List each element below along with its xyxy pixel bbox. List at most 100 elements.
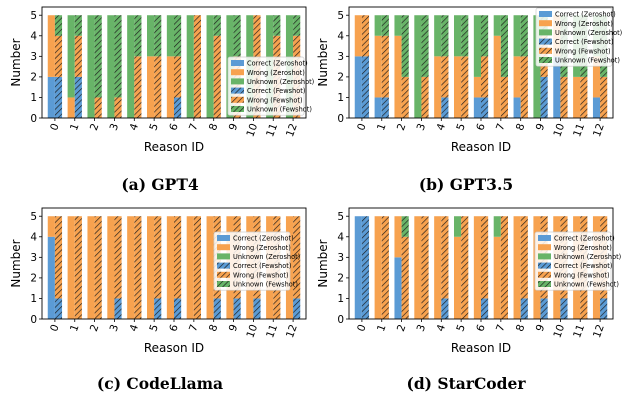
- bar-codellama-3-wrong-zeroshot: [107, 216, 115, 319]
- legend-swatch-wrong-fewshot: [231, 96, 244, 103]
- x-tick-label: 5: [454, 323, 468, 333]
- legend-swatch-wrong-zeroshot: [231, 69, 244, 76]
- bar-gpt4-9-unknown-fewshot: [233, 15, 241, 57]
- axes-frame: [41, 207, 307, 320]
- bar-codellama-7-wrong-fewshot: [193, 216, 201, 319]
- bar-starcoder-2-correct-zeroshot: [394, 257, 402, 319]
- x-tick-label: 0: [48, 323, 62, 333]
- bar-codellama-12-correct-fewshot: [293, 298, 301, 319]
- bar-starcoder-1-wrong-fewshot: [381, 216, 389, 319]
- x-tick-label: 11: [264, 323, 280, 340]
- bar-gpt35-12-wrong-zeroshot: [592, 56, 601, 98]
- bar-gpt35-5-unknown-fewshot: [461, 15, 469, 57]
- y-tick-label: 1: [337, 293, 344, 305]
- legend-swatch-unknown-fewshot: [539, 57, 552, 63]
- x-tick-label: 9: [534, 122, 548, 132]
- x-tick-label: 0: [48, 122, 62, 132]
- bar-gpt35-5-wrong-zeroshot: [454, 56, 462, 118]
- axes-frame: [41, 6, 307, 119]
- bar-gpt35-12-correct-zeroshot: [592, 97, 601, 118]
- bar-gpt4-6-wrong-fewshot: [174, 56, 182, 98]
- x-tick-label: 2: [395, 323, 409, 333]
- bar-gpt35-10-correct-zeroshot: [553, 56, 561, 118]
- bar-gpt35-1-wrong-zeroshot: [374, 35, 382, 98]
- bar-gpt35-0-correct-zeroshot: [354, 56, 362, 118]
- x-tick-label: 11: [264, 122, 280, 139]
- bar-gpt35-11-wrong-fewshot: [580, 76, 588, 118]
- bar-starcoder-0-correct-zeroshot: [354, 216, 362, 319]
- bar-gpt35-6-wrong-fewshot: [481, 56, 489, 98]
- bar-codellama-4-wrong-fewshot: [134, 216, 142, 319]
- legend-label: Wrong (Zeroshot): [555, 20, 613, 28]
- legend-label: Wrong (Fewshot): [233, 271, 289, 279]
- bar-gpt35-11-wrong-zeroshot: [573, 76, 581, 118]
- legend-label: Unknown (Zeroshot): [247, 78, 314, 86]
- bar-gpt4-4-unknown-zeroshot: [127, 15, 135, 119]
- x-tick-label: 9: [227, 122, 241, 132]
- bar-gpt4-0-correct-fewshot: [54, 76, 63, 118]
- legend: Correct (Zeroshot)Wrong (Zeroshot)Unknow…: [227, 56, 314, 116]
- bar-starcoder-3-wrong-fewshot: [421, 216, 429, 319]
- bar-gpt35-6-unknown-zeroshot: [473, 15, 481, 77]
- bar-codellama-0-correct-zeroshot: [47, 236, 55, 319]
- legend: Correct (Zeroshot)Wrong (Zeroshot)Unknow…: [535, 7, 622, 67]
- x-tick-label: 7: [494, 122, 508, 132]
- x-tick-label: 6: [474, 323, 488, 334]
- legend-label: Correct (Zeroshot): [247, 60, 308, 68]
- bar-gpt35-4-unknown-fewshot: [441, 15, 449, 57]
- legend-label: Unknown (Zeroshot): [554, 253, 621, 261]
- x-tick-label: 11: [571, 323, 587, 340]
- bar-gpt35-7-wrong-fewshot: [500, 76, 508, 118]
- x-tick-label: 10: [244, 323, 260, 340]
- legend: Correct (Zeroshot)Wrong (Zeroshot)Unknow…: [534, 231, 621, 291]
- bar-gpt4-0-wrong-zeroshot: [47, 15, 55, 77]
- x-tick-label: 3: [108, 122, 122, 132]
- x-tick-label: 1: [375, 122, 389, 132]
- bar-gpt35-8-unknown-fewshot: [520, 15, 528, 57]
- y-tick-label: 4: [30, 31, 37, 43]
- legend-label: Correct (Zeroshot): [233, 235, 294, 243]
- bar-gpt4-6-wrong-zeroshot: [166, 56, 174, 118]
- legend-swatch-unknown-zeroshot: [231, 78, 244, 85]
- bar-gpt4-8-unknown-fewshot: [213, 15, 221, 36]
- axes-frame: [348, 6, 614, 119]
- bar-gpt4-6-unknown-zeroshot: [166, 15, 174, 57]
- bar-codellama-0-wrong-fewshot: [54, 216, 63, 299]
- bar-gpt35-0-wrong-zeroshot: [354, 15, 362, 57]
- legend-label: Correct (Zeroshot): [555, 11, 616, 19]
- bar-starcoder-5-unknown-zeroshot: [454, 216, 462, 237]
- x-axis-label: Reason ID: [451, 341, 511, 355]
- bar-starcoder-10-correct-fewshot: [560, 298, 568, 319]
- legend-label: Correct (Fewshot): [554, 262, 612, 270]
- bar-codellama-6-wrong-fewshot: [174, 216, 182, 299]
- bar-gpt35-0-correct-fewshot: [361, 56, 370, 118]
- y-axis-label: Number: [9, 38, 23, 86]
- bar-gpt35-4-unknown-zeroshot: [434, 15, 442, 57]
- y-tick-label: 3: [337, 51, 344, 63]
- legend-swatch-correct-zeroshot: [217, 235, 230, 241]
- bar-gpt4-5-wrong-fewshot: [154, 56, 162, 118]
- bar-starcoder-4-wrong-zeroshot: [434, 216, 442, 319]
- legend-swatch-correct-fewshot: [231, 87, 244, 94]
- y-tick-label: 5: [337, 211, 344, 223]
- y-tick-label: 3: [30, 51, 37, 63]
- x-tick-label: 7: [187, 323, 201, 333]
- bar-gpt35-8-wrong-fewshot: [520, 56, 528, 118]
- legend-swatch-unknown-zeroshot: [539, 29, 552, 36]
- legend-label: Unknown (Fewshot): [554, 281, 619, 289]
- x-tick-label: 5: [147, 122, 161, 132]
- x-tick-label: 4: [435, 122, 449, 133]
- bar-gpt4-11-unknown-fewshot: [273, 15, 281, 36]
- bar-starcoder-2-wrong-fewshot: [401, 236, 409, 319]
- bar-gpt4-5-unknown-fewshot: [154, 15, 162, 57]
- bar-gpt35-12-wrong-fewshot: [600, 76, 608, 118]
- y-tick-label: 3: [30, 252, 37, 264]
- y-tick-label: 0: [337, 113, 344, 125]
- caption-gpt4: (a) GPT4: [121, 175, 199, 194]
- y-tick-label: 5: [337, 10, 344, 22]
- x-axis-label: Reason ID: [144, 341, 204, 355]
- y-tick-label: 1: [30, 92, 37, 104]
- bar-gpt4-7-wrong-fewshot: [193, 15, 201, 119]
